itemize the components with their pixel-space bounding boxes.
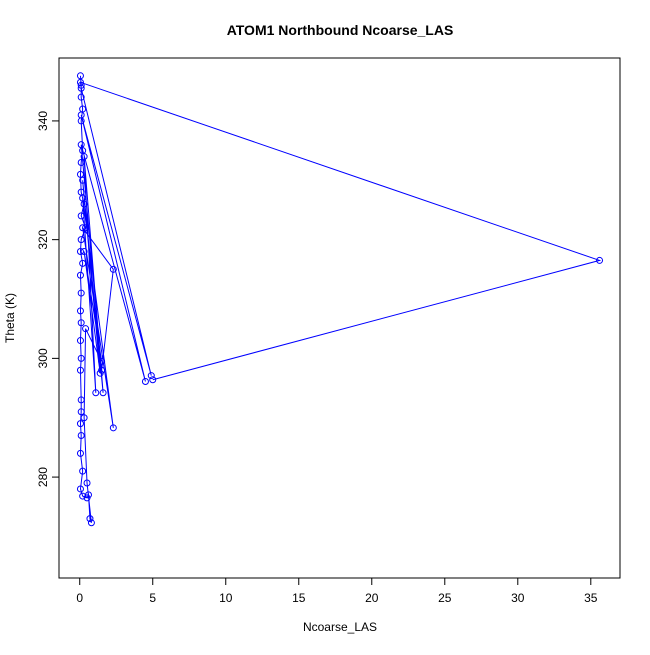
data-point — [77, 354, 85, 362]
data-point — [86, 515, 94, 523]
data-point — [79, 224, 87, 232]
data-point — [109, 424, 117, 432]
y-tick-label: 320 — [36, 229, 50, 249]
data-point — [141, 378, 149, 386]
data-point — [76, 485, 84, 493]
data-point — [76, 248, 84, 256]
data-point — [79, 259, 87, 267]
data-point — [77, 396, 85, 404]
data-point — [77, 158, 85, 166]
data-point — [92, 389, 100, 397]
data-point — [77, 81, 85, 89]
y-tick-label: 300 — [36, 348, 50, 368]
data-point — [77, 212, 85, 220]
y-tick-label: 340 — [36, 111, 50, 131]
data-point — [82, 224, 90, 232]
data-point — [79, 176, 87, 184]
data-point — [76, 170, 84, 178]
x-tick-label: 0 — [76, 591, 83, 605]
data-point — [80, 248, 88, 256]
x-tick-label: 15 — [292, 591, 306, 605]
data-point — [77, 319, 85, 327]
data-point — [77, 111, 85, 119]
data-point — [596, 256, 604, 264]
data-point — [77, 432, 85, 440]
data-point — [77, 289, 85, 297]
data-point — [82, 325, 90, 333]
data-point — [83, 479, 91, 487]
x-tick-label: 30 — [511, 591, 525, 605]
x-tick-label: 35 — [584, 591, 598, 605]
data-point — [77, 93, 85, 101]
data-point — [77, 141, 85, 149]
plot-frame — [58, 57, 621, 579]
data-line — [79, 75, 602, 523]
data-point — [76, 72, 84, 80]
data-point — [99, 389, 107, 397]
data-point — [76, 307, 84, 315]
y-tick-label: 280 — [36, 467, 50, 487]
data-point — [84, 491, 92, 499]
x-tick-label: 5 — [149, 591, 156, 605]
chart-title: ATOM1 Northbound Ncoarse_LAS — [227, 22, 454, 38]
data-point — [76, 449, 84, 457]
data-point — [80, 153, 88, 161]
data-point — [77, 408, 85, 416]
data-point — [79, 194, 87, 202]
x-tick-label: 20 — [365, 591, 379, 605]
data-point — [109, 265, 117, 273]
data-point — [76, 337, 84, 345]
data-point — [98, 357, 106, 365]
y-axis-label: Theta (K) — [3, 293, 17, 343]
x-tick-label: 10 — [219, 591, 233, 605]
data-point — [77, 236, 85, 244]
data-point — [87, 519, 95, 527]
data-point — [80, 414, 88, 422]
data-point — [98, 366, 106, 374]
data-point — [76, 366, 84, 374]
data-point — [79, 467, 87, 475]
x-tick-label: 25 — [438, 591, 452, 605]
data-point — [76, 271, 84, 279]
data-point — [149, 376, 157, 384]
data-point — [76, 78, 84, 86]
data-point — [147, 372, 155, 380]
data-point — [76, 420, 84, 428]
x-axis-label: Ncoarse_LAS — [303, 620, 377, 634]
